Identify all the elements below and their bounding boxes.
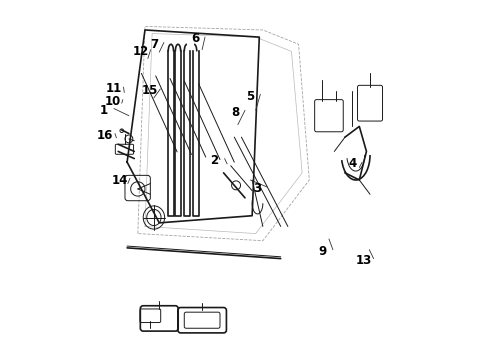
Text: 8: 8	[231, 105, 239, 119]
Text: 12: 12	[133, 45, 149, 58]
Text: 13: 13	[355, 254, 372, 267]
Text: 16: 16	[97, 129, 113, 142]
Text: 7: 7	[150, 38, 158, 51]
Text: 10: 10	[105, 95, 121, 108]
Text: 11: 11	[105, 82, 122, 95]
Text: 4: 4	[348, 157, 356, 170]
Text: 9: 9	[319, 245, 327, 258]
Text: 15: 15	[142, 84, 159, 97]
Text: 3: 3	[253, 183, 262, 195]
Text: 6: 6	[191, 32, 199, 45]
Text: 5: 5	[246, 90, 254, 103]
Text: 2: 2	[211, 154, 219, 167]
Text: 14: 14	[112, 174, 128, 186]
Text: 1: 1	[100, 104, 108, 117]
